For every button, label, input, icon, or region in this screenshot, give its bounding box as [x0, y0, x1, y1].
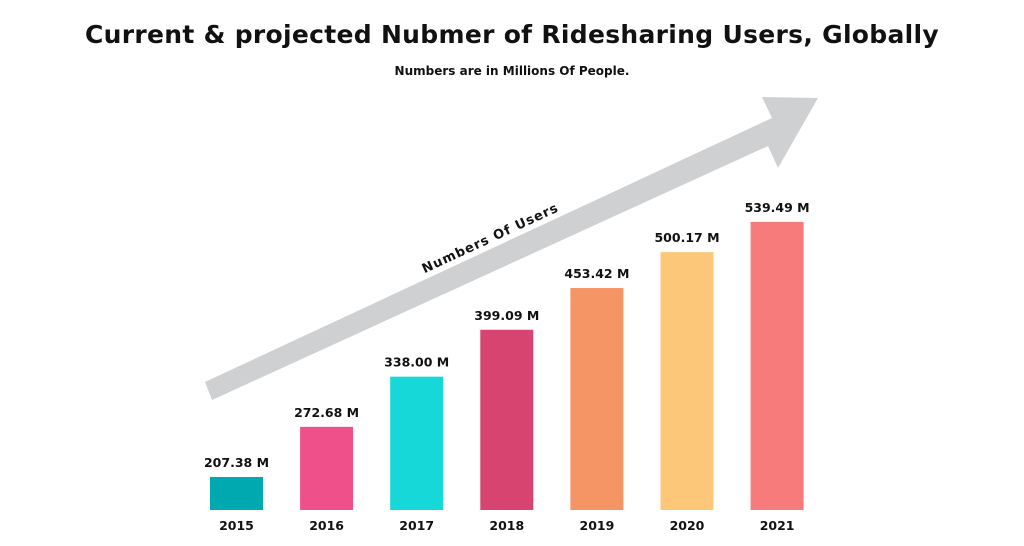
- x-tick-label-2015: 2015: [219, 518, 254, 533]
- data-label-2017: 338.00 M: [384, 355, 449, 370]
- bar-2018: [480, 329, 534, 510]
- bar-2015: [210, 476, 263, 510]
- bar-2017: [390, 376, 444, 510]
- data-label-2021: 539.49 M: [745, 200, 810, 215]
- bar-2019: [570, 288, 624, 510]
- x-tick-label-2018: 2018: [489, 518, 524, 533]
- data-label-2019: 453.42 M: [564, 266, 629, 281]
- x-tick-label-2017: 2017: [399, 518, 434, 533]
- data-label-2015: 207.38 M: [204, 455, 269, 470]
- bar-2016: [300, 426, 354, 510]
- bar-2021: [750, 221, 804, 510]
- x-tick-label-2020: 2020: [670, 518, 705, 533]
- chart-subtitle: Numbers are in Millions Of People.: [394, 64, 630, 78]
- chart-title: Current & projected Nubmer of Ridesharin…: [84, 20, 939, 49]
- x-tick-label-2021: 2021: [760, 518, 795, 533]
- bar-2020: [660, 252, 714, 510]
- data-label-2016: 272.68 M: [294, 405, 359, 420]
- x-tick-label-2019: 2019: [580, 518, 615, 533]
- data-label-2018: 399.09 M: [474, 308, 539, 323]
- data-label-2020: 500.17 M: [654, 230, 719, 245]
- x-tick-label-2016: 2016: [309, 518, 344, 533]
- growth-arrow: [205, 97, 818, 400]
